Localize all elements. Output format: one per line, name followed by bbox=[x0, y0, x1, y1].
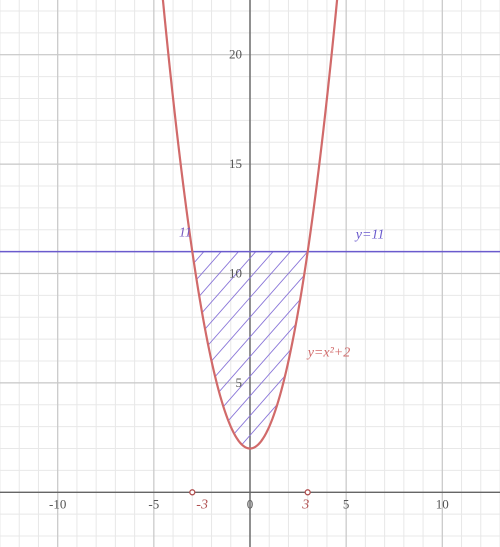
y-tick-label: 20 bbox=[229, 47, 242, 62]
y-tick-label: 5 bbox=[236, 375, 243, 390]
x-tick-label: -5 bbox=[148, 496, 159, 511]
y-tick-label: 10 bbox=[229, 266, 242, 281]
chart-container: -10 -5 0 5 10 5 10 15 20 -3 3 11 y=11 y=x²+2 bbox=[0, 0, 500, 547]
parabola-label: y=x²+2 bbox=[306, 346, 351, 361]
x-tick-label: 10 bbox=[436, 496, 449, 511]
x-tick-label: 0 bbox=[247, 496, 254, 511]
y-tick-label: 15 bbox=[229, 156, 242, 171]
intersection-label-left: -3 bbox=[196, 497, 208, 512]
hline-label: y=11 bbox=[354, 227, 385, 242]
intersection-marker bbox=[305, 490, 310, 495]
y-value-annotation: 11 bbox=[179, 225, 192, 240]
intersection-marker bbox=[190, 490, 195, 495]
x-tick-label: -10 bbox=[49, 496, 66, 511]
x-tick-label: 5 bbox=[343, 496, 350, 511]
chart-svg: -10 -5 0 5 10 5 10 15 20 -3 3 11 y=11 y=x²+2 bbox=[0, 0, 500, 547]
intersection-label-right: 3 bbox=[301, 497, 309, 512]
